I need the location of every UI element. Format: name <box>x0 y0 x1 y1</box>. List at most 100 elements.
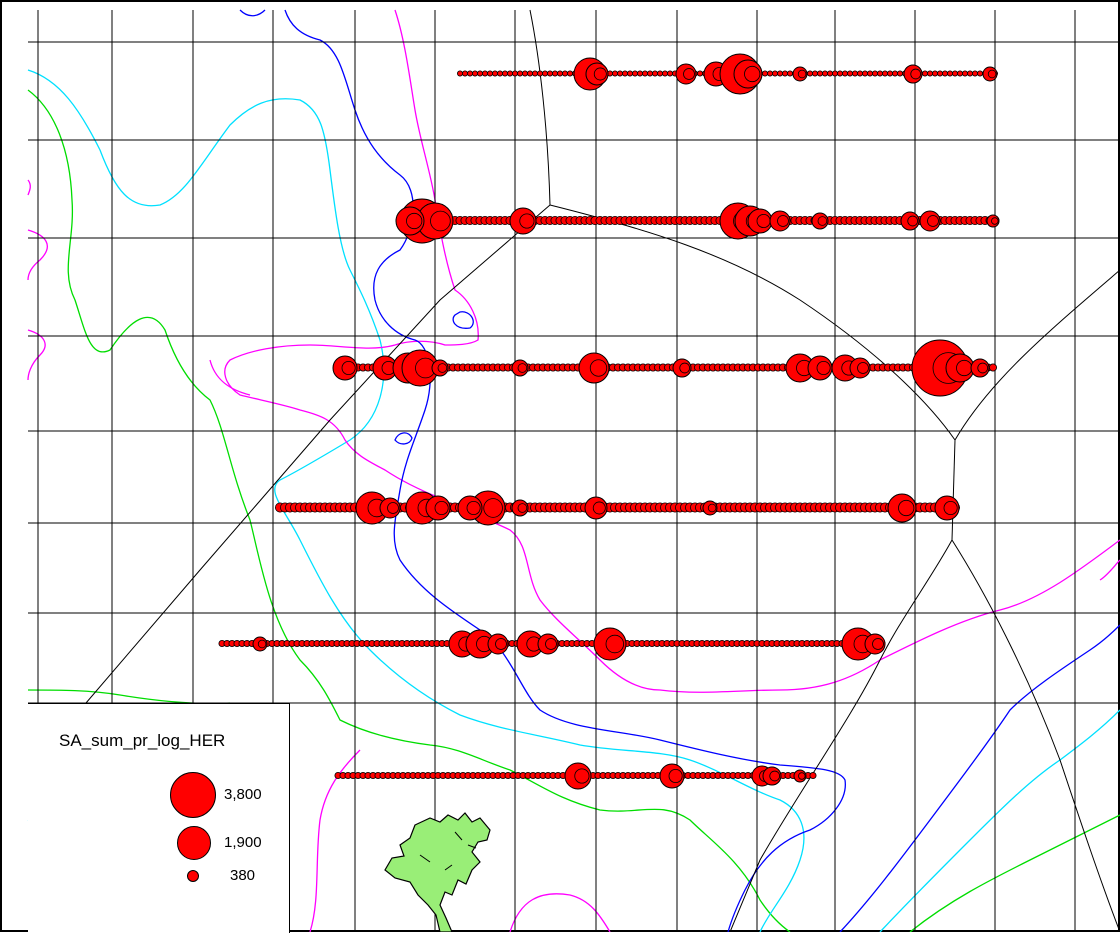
acoustic-transects <box>218 53 1000 790</box>
sa-symbol-small <box>486 70 493 77</box>
sa-symbol-overlap <box>437 363 448 373</box>
sa-symbol-overlap <box>589 359 608 377</box>
sa-symbol-small <box>506 70 513 77</box>
transect-line-2 <box>395 198 1000 244</box>
sa-symbol-overlap <box>857 362 869 374</box>
transect-line-3 <box>332 339 998 397</box>
legend-label-medium: 1,900 <box>224 834 262 851</box>
legend-symbol-small <box>187 870 199 882</box>
sa-symbol-overlap <box>495 638 507 650</box>
sa-symbol-overlap <box>798 772 806 780</box>
sa-symbol-small <box>892 70 899 77</box>
contour-green-southeast <box>909 814 1120 932</box>
sa-symbol-small <box>476 70 483 77</box>
sa-symbol-overlap <box>756 213 771 228</box>
sa-symbol-small <box>532 70 539 77</box>
legend-title: SA_sum_pr_log_HER <box>59 731 226 750</box>
sa-symbol-small <box>491 70 498 77</box>
sa-symbol-small <box>947 70 954 77</box>
blue-contours <box>239 9 1120 932</box>
sa-symbol-small <box>932 70 939 77</box>
sa-symbol-small <box>787 70 794 77</box>
sa-symbol-small <box>496 70 503 77</box>
sa-symbol-overlap <box>574 768 590 784</box>
sa-symbol-overlap <box>592 501 606 515</box>
sa-symbol-small <box>957 70 964 77</box>
sa-symbol-small <box>617 70 624 77</box>
sa-symbol-small <box>522 70 529 77</box>
legend-label-small: 380 <box>230 867 256 884</box>
sa-symbol-small <box>547 70 554 77</box>
sa-symbol-small <box>877 70 884 77</box>
sa-symbol-overlap <box>517 363 528 373</box>
sa-symbol-small <box>832 70 839 77</box>
sa-symbol-small <box>697 70 704 77</box>
sa-symbol-overlap <box>406 212 423 230</box>
sa-symbol-overlap <box>910 68 922 80</box>
map-legend: SA_sum_pr_log_HER 3,800 1,900 380 <box>28 703 290 933</box>
sa-symbol-small <box>962 70 969 77</box>
sa-symbol-small <box>762 70 769 77</box>
sa-symbol-small <box>456 70 463 77</box>
sa-symbol-overlap <box>898 499 915 517</box>
sa-symbol-small <box>557 70 564 77</box>
sa-symbol-small <box>461 70 468 77</box>
sa-symbol-small <box>552 70 559 77</box>
sa-symbol-overlap <box>483 498 503 518</box>
land-polygon <box>384 812 491 932</box>
sa-symbol-small <box>527 70 534 77</box>
legend-symbol-medium <box>177 826 211 860</box>
sa-symbol-overlap <box>466 500 481 515</box>
sa-symbol-small <box>887 70 894 77</box>
sa-symbol-small <box>867 70 874 77</box>
sa-symbol-small <box>857 70 864 77</box>
sa-symbol-small <box>772 70 779 77</box>
sa-symbol-overlap <box>991 217 999 225</box>
sa-symbol-small <box>517 70 524 77</box>
legend-label-large: 3,800 <box>224 786 262 803</box>
sa-symbol-small <box>647 70 654 77</box>
sa-symbol-overlap <box>707 503 717 513</box>
sa-symbol-small <box>466 70 473 77</box>
sa-symbol-small <box>822 70 829 77</box>
sa-symbol-small <box>652 70 659 77</box>
sa-symbol-overlap <box>593 67 607 81</box>
sa-symbol-small <box>567 70 574 77</box>
sa-symbol-overlap <box>817 216 828 226</box>
sa-symbol-overlap <box>769 770 781 782</box>
sa-symbol-overlap <box>679 362 691 374</box>
sa-symbol-overlap <box>943 500 958 515</box>
sa-symbol-small <box>837 70 844 77</box>
sa-symbol-small <box>471 70 478 77</box>
sa-symbol-overlap <box>744 65 761 83</box>
transect-line-5 <box>218 627 886 661</box>
sa-symbol-small <box>662 70 669 77</box>
sa-symbol-small <box>667 70 674 77</box>
sa-symbol-small <box>627 70 634 77</box>
sa-symbol-overlap <box>668 769 683 784</box>
sa-symbol-overlap <box>341 360 356 375</box>
sa-symbol-small <box>972 70 979 77</box>
sa-symbol-small <box>927 70 934 77</box>
magenta-contours <box>27 9 1120 932</box>
sa-symbol-overlap <box>977 362 989 374</box>
sa-symbol-small <box>942 70 949 77</box>
sa-symbol-overlap <box>872 638 884 650</box>
sa-symbol-small <box>501 70 508 77</box>
sa-symbol-small <box>542 70 549 77</box>
sa-symbol-small <box>967 70 974 77</box>
sa-symbol-small <box>977 70 984 77</box>
sa-symbol-small <box>852 70 859 77</box>
sa-symbol-overlap <box>797 69 807 79</box>
sa-symbol-overlap <box>816 360 831 375</box>
transect-line-1 <box>456 53 999 95</box>
sa-symbol-overlap <box>927 215 939 227</box>
sa-symbol-small <box>622 70 629 77</box>
sa-symbol-small <box>989 363 998 372</box>
sa-symbol-small <box>937 70 944 77</box>
sa-symbol-overlap <box>387 502 399 514</box>
sa-symbol-small <box>809 772 817 780</box>
